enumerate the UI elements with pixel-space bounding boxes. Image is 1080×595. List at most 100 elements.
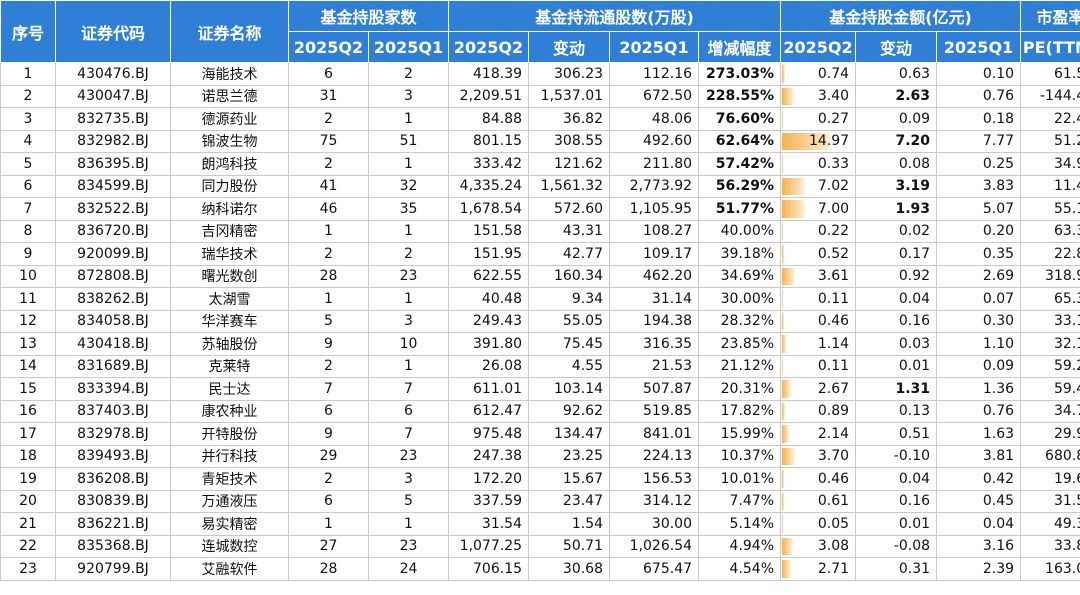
amount-data-bar xyxy=(782,492,785,510)
cell-holders-q2: 41 xyxy=(288,174,369,198)
cell-pe: -144.40 xyxy=(1020,84,1080,108)
cell-amount-q1: 0.25 xyxy=(936,152,1022,176)
cell-seq: 15 xyxy=(0,377,56,401)
cell-name: 民士达 xyxy=(170,377,289,401)
cell-shares-q2: 26.08 xyxy=(448,354,530,378)
header-amount-change: 变动 xyxy=(855,31,938,63)
table-header: 序号 证券代码 证券名称 基金持股家数 基金持流通股数(万股) 基金持股金额(亿… xyxy=(0,0,1080,63)
amount-data-bar xyxy=(782,132,834,150)
cell-name: 朗鸿科技 xyxy=(170,152,289,176)
cell-holders-q1: 2 xyxy=(367,242,450,266)
cell-seq: 5 xyxy=(0,152,56,176)
cell-shares-change: 23.25 xyxy=(528,444,611,468)
header-seq: 序号 xyxy=(0,0,56,63)
cell-pe: 59.29 xyxy=(1020,354,1080,378)
cell-shares-q1: 112.16 xyxy=(609,62,700,86)
cell-amount-q1: 1.36 xyxy=(936,377,1022,401)
cell-shares-q2: 249.43 xyxy=(448,309,530,333)
cell-holders-q1: 10 xyxy=(367,332,450,356)
cell-amount-q1: 0.04 xyxy=(936,512,1022,536)
cell-shares-q1: 21.53 xyxy=(609,354,700,378)
cell-shares-q1: 841.01 xyxy=(609,422,700,446)
cell-shares-q1: 30.00 xyxy=(609,512,700,536)
cell-pe: 163.05 xyxy=(1020,557,1080,581)
cell-growth: 39.18% xyxy=(698,242,782,266)
cell-shares-change: 1,561.32 xyxy=(528,174,611,198)
cell-shares-q1: 462.20 xyxy=(609,264,700,288)
cell-name: 德源药业 xyxy=(170,107,289,131)
cell-pe: 34.98 xyxy=(1020,152,1080,176)
cell-pe: 33.80 xyxy=(1020,534,1080,558)
cell-amount-q2: 0.22 xyxy=(780,219,857,243)
cell-amount-q2: 0.74 xyxy=(780,62,857,86)
cell-growth: 23.85% xyxy=(698,332,782,356)
cell-code: 832978.BJ xyxy=(55,422,171,446)
amount-data-bar xyxy=(782,222,783,240)
cell-amount-change: 1.93 xyxy=(855,197,938,221)
cell-growth: 5.14% xyxy=(698,512,782,536)
cell-pe: 59.40 xyxy=(1020,377,1080,401)
cell-amount-q1: 0.76 xyxy=(936,84,1022,108)
cell-amount-q1: 0.09 xyxy=(936,354,1022,378)
cell-growth: 40.00% xyxy=(698,219,782,243)
cell-holders-q2: 2 xyxy=(288,354,369,378)
cell-amount-change: 0.08 xyxy=(855,152,938,176)
cell-code: 836208.BJ xyxy=(55,467,171,491)
cell-amount-q2: 0.11 xyxy=(780,354,857,378)
amount-q2-value: 0.11 xyxy=(817,290,850,307)
cell-holders-q2: 2 xyxy=(288,242,369,266)
cell-seq: 6 xyxy=(0,174,56,198)
cell-seq: 14 xyxy=(0,354,56,378)
header-amount-group: 基金持股金额(亿元) xyxy=(780,0,1022,32)
cell-code: 836221.BJ xyxy=(55,512,171,536)
cell-amount-q2: 1.14 xyxy=(780,332,857,356)
cell-name: 瑞华技术 xyxy=(170,242,289,266)
cell-holders-q1: 1 xyxy=(367,512,450,536)
cell-shares-change: 1.54 xyxy=(528,512,611,536)
cell-amount-q1: 0.35 xyxy=(936,242,1022,266)
cell-holders-q2: 9 xyxy=(288,422,369,446)
cell-holders-q1: 3 xyxy=(367,84,450,108)
cell-growth: 10.37% xyxy=(698,444,782,468)
cell-amount-change: -0.08 xyxy=(855,534,938,558)
table-row: 13 430418.BJ 苏轴股份 9 10 391.80 75.45 316.35 23.85… xyxy=(0,332,1080,356)
header-holders-q2: 2025Q2 xyxy=(288,31,369,63)
amount-data-bar xyxy=(782,470,784,488)
table-row: 12 834058.BJ 华洋赛车 5 3 249.43 55.05 194.38 28.32%… xyxy=(0,309,1080,333)
table-row: 18 839493.BJ 并行科技 29 23 247.38 23.25 224.13 10.3… xyxy=(0,444,1080,468)
cell-amount-q1: 0.76 xyxy=(936,399,1022,423)
header-shares-group: 基金持流通股数(万股) xyxy=(448,0,782,32)
cell-shares-q1: 2,773.92 xyxy=(609,174,700,198)
cell-shares-change: 50.71 xyxy=(528,534,611,558)
cell-amount-q2: 0.89 xyxy=(780,399,857,423)
cell-holders-q1: 23 xyxy=(367,444,450,468)
cell-pe: 19.68 xyxy=(1020,467,1080,491)
cell-name: 艾融软件 xyxy=(170,557,289,581)
cell-pe: 51.23 xyxy=(1020,129,1080,153)
cell-holders-q1: 6 xyxy=(367,399,450,423)
table-body: 1 430476.BJ 海能技术 6 2 418.39 306.23 112.16 273.03… xyxy=(0,62,1080,581)
cell-pe: 318.90 xyxy=(1020,264,1080,288)
cell-shares-q1: 316.35 xyxy=(609,332,700,356)
cell-shares-q1: 108.27 xyxy=(609,219,700,243)
cell-amount-change: 3.19 xyxy=(855,174,938,198)
cell-seq: 13 xyxy=(0,332,56,356)
cell-amount-change: 0.31 xyxy=(855,557,938,581)
cell-shares-q1: 31.14 xyxy=(609,287,700,311)
amount-data-bar xyxy=(782,177,807,195)
cell-name: 万通液压 xyxy=(170,489,289,513)
cell-name: 锦波生物 xyxy=(170,129,289,153)
cell-shares-change: 306.23 xyxy=(528,62,611,86)
cell-growth: 30.00% xyxy=(698,287,782,311)
cell-amount-q1: 0.45 xyxy=(936,489,1022,513)
cell-amount-q1: 0.30 xyxy=(936,309,1022,333)
cell-name: 纳科诺尔 xyxy=(170,197,289,221)
amount-q2-value: 0.33 xyxy=(817,155,850,172)
cell-shares-change: 1,537.01 xyxy=(528,84,611,108)
cell-amount-q2: 14.97 xyxy=(780,129,857,153)
amount-q2-value: 1.14 xyxy=(817,335,850,352)
cell-amount-change: 7.20 xyxy=(855,129,938,153)
cell-growth: 4.94% xyxy=(698,534,782,558)
cell-shares-q1: 492.60 xyxy=(609,129,700,153)
cell-seq: 3 xyxy=(0,107,56,131)
